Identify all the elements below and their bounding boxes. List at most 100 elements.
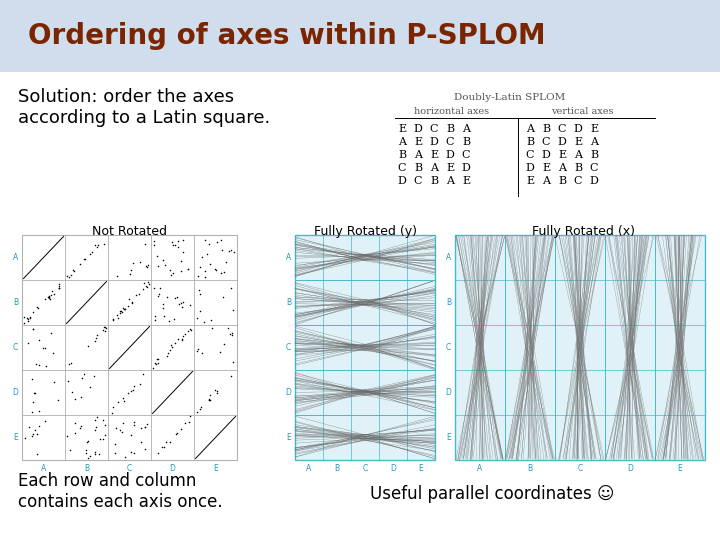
Point xyxy=(140,262,152,271)
Text: E: E xyxy=(574,137,582,147)
Point xyxy=(226,330,238,339)
Text: E: E xyxy=(398,124,406,134)
Point xyxy=(99,327,111,335)
Text: C: C xyxy=(541,137,550,147)
Text: A: A xyxy=(462,124,470,134)
Point xyxy=(27,325,39,333)
Point xyxy=(78,255,90,264)
Point xyxy=(89,426,101,434)
Point xyxy=(84,249,96,258)
Point xyxy=(107,403,118,411)
Text: Solution: order the axes
according to a Latin square.: Solution: order the axes according to a … xyxy=(18,88,270,127)
Point xyxy=(82,454,94,462)
Text: C: C xyxy=(558,124,566,134)
Point xyxy=(140,281,152,290)
Point xyxy=(99,323,111,332)
Text: D: D xyxy=(397,176,406,186)
Text: Useful parallel coordinates ☺: Useful parallel coordinates ☺ xyxy=(370,485,614,503)
Point xyxy=(149,316,161,325)
Bar xyxy=(151,370,194,415)
Text: A: A xyxy=(446,253,451,262)
Point xyxy=(53,279,65,288)
Point xyxy=(177,298,189,307)
Point xyxy=(152,355,163,363)
Point xyxy=(117,427,128,436)
Point xyxy=(43,291,55,300)
Bar xyxy=(65,415,108,460)
Point xyxy=(122,302,134,310)
Point xyxy=(195,403,207,411)
Text: C: C xyxy=(446,343,451,352)
Bar xyxy=(455,235,705,460)
Point xyxy=(37,343,49,352)
Point xyxy=(205,316,217,325)
Point xyxy=(22,314,33,322)
Bar xyxy=(194,415,237,460)
Point xyxy=(194,404,205,413)
Point xyxy=(94,450,105,458)
Point xyxy=(75,393,86,401)
Bar xyxy=(65,280,108,325)
Text: Fully Rotated (y): Fully Rotated (y) xyxy=(313,225,416,238)
Point xyxy=(228,306,239,314)
Point xyxy=(156,443,168,451)
Point xyxy=(203,395,215,404)
Text: A: A xyxy=(542,176,550,186)
Bar xyxy=(65,235,108,280)
Point xyxy=(89,448,101,457)
Bar xyxy=(22,235,237,460)
Text: D: D xyxy=(541,150,550,160)
Text: A: A xyxy=(446,176,454,186)
Text: A: A xyxy=(526,124,534,134)
Point xyxy=(97,435,109,444)
Point xyxy=(112,310,123,319)
Point xyxy=(225,246,237,254)
Point xyxy=(82,437,94,445)
Text: B: B xyxy=(286,298,291,307)
Bar xyxy=(295,235,435,460)
Point xyxy=(40,361,52,370)
Point xyxy=(92,241,104,249)
Point xyxy=(138,285,149,294)
Point xyxy=(122,388,134,397)
Point xyxy=(204,260,216,268)
Point xyxy=(31,450,42,459)
Point xyxy=(148,241,160,249)
Point xyxy=(116,307,127,316)
Point xyxy=(127,386,138,394)
Point xyxy=(139,279,150,287)
Text: A: A xyxy=(414,150,422,160)
Point xyxy=(184,301,196,309)
Bar xyxy=(151,415,194,460)
Text: A: A xyxy=(41,464,46,473)
Point xyxy=(31,430,42,438)
Point xyxy=(23,423,35,432)
Point xyxy=(91,413,103,422)
Point xyxy=(84,451,96,460)
Point xyxy=(49,289,60,298)
Point xyxy=(22,339,34,348)
Point xyxy=(120,305,131,313)
Point xyxy=(110,424,122,433)
Text: E: E xyxy=(446,433,451,442)
Point xyxy=(53,396,64,404)
Point xyxy=(130,291,142,299)
Bar xyxy=(65,370,108,415)
Point xyxy=(22,314,34,323)
Point xyxy=(39,417,50,426)
Text: vertical axes: vertical axes xyxy=(551,107,613,116)
Point xyxy=(117,419,129,428)
Point xyxy=(222,247,234,255)
Point xyxy=(63,360,75,368)
Point xyxy=(228,357,239,366)
Text: D: D xyxy=(526,163,534,173)
Text: C: C xyxy=(127,464,132,473)
Point xyxy=(109,440,120,448)
Text: Ordering of axes within P-SPLOM: Ordering of axes within P-SPLOM xyxy=(28,22,546,50)
Point xyxy=(27,397,39,406)
Point xyxy=(62,376,73,385)
Point xyxy=(140,422,151,431)
Point xyxy=(98,416,109,424)
Point xyxy=(140,423,151,432)
Text: B: B xyxy=(590,150,598,160)
